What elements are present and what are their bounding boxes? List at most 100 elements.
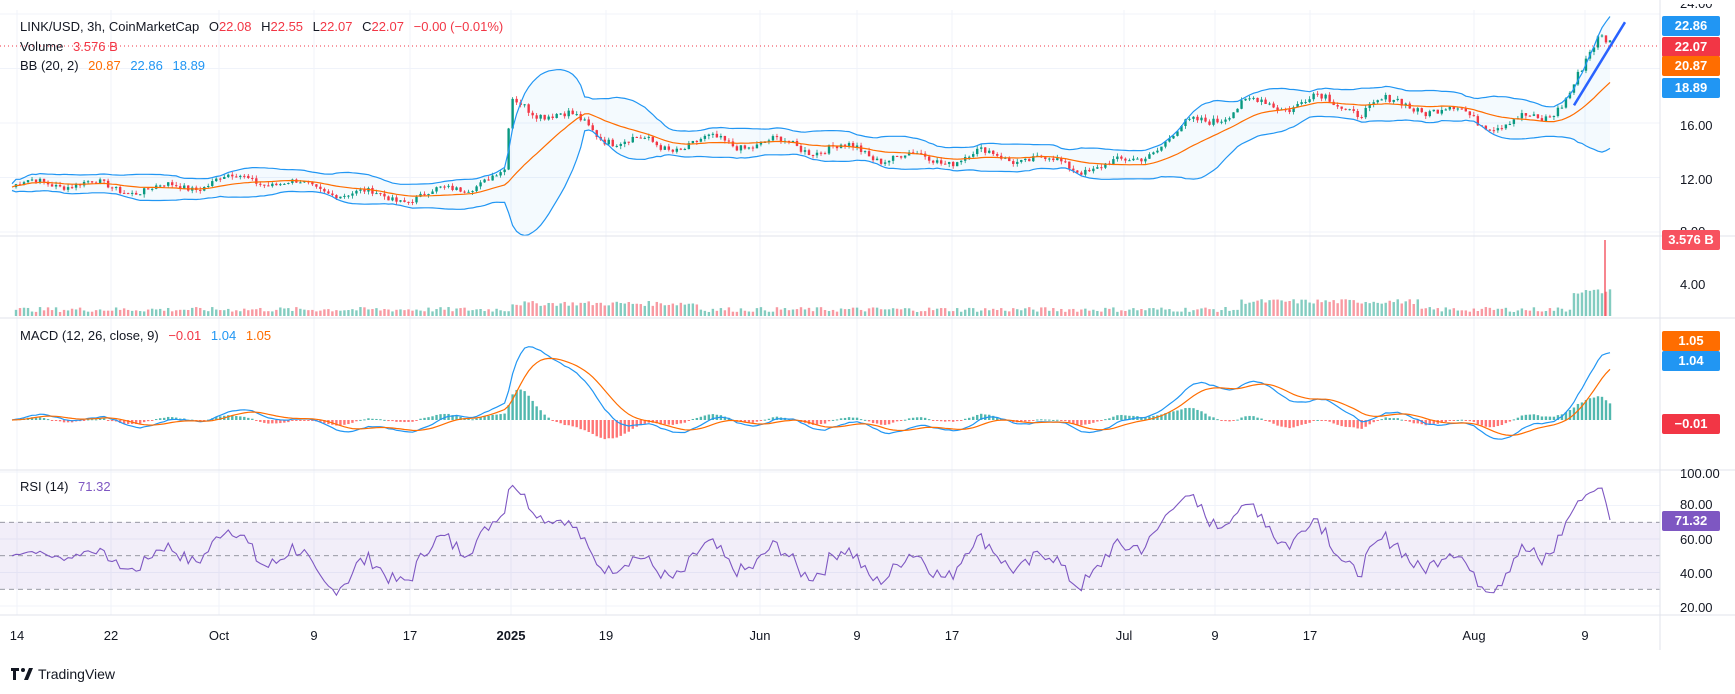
volume-bar	[1560, 308, 1564, 316]
candle-body	[691, 140, 695, 144]
volume-bar	[703, 310, 707, 316]
candle-body	[1092, 168, 1095, 172]
candle-body	[1420, 108, 1423, 113]
volume-bar	[907, 308, 911, 316]
volume-bar	[1024, 308, 1027, 316]
macd-hist-bar	[675, 420, 679, 425]
volume-bar	[150, 308, 154, 316]
macd-hist-bar	[667, 420, 671, 425]
volume-bar	[1464, 310, 1468, 316]
volume-bar	[463, 307, 466, 316]
candle-body	[26, 180, 30, 183]
macd-hist-bar	[1188, 407, 1191, 420]
volume-bar	[411, 310, 414, 316]
volume-bar	[1448, 309, 1451, 316]
volume-bar	[18, 308, 22, 316]
macd-hist-bar	[1124, 415, 1127, 420]
macd-hist-bar	[839, 418, 843, 420]
macd-hist-bar	[759, 420, 763, 421]
price-legend: LINK/USD, 3h, CoinMarketCap O22.08 H22.5…	[20, 19, 509, 35]
volume-bar	[259, 307, 262, 316]
candle-body	[90, 181, 94, 183]
macd-hist-bar	[1508, 420, 1512, 422]
macd-hist-bar	[955, 420, 959, 422]
macd-hist-bar	[1224, 420, 1227, 422]
volume-bar	[475, 309, 478, 316]
macd-hist-bar	[146, 420, 150, 422]
macd-hist-bar	[487, 415, 490, 420]
macd-hist-bar	[263, 420, 266, 423]
macd-hist-bar	[743, 420, 747, 423]
macd-hist-bar	[1048, 419, 1051, 421]
macd-hist-bar	[1108, 418, 1111, 420]
macd-value: 1.04	[210, 328, 237, 343]
candle-body	[567, 110, 570, 117]
volume-bar	[1104, 307, 1107, 316]
candle-body	[251, 178, 254, 180]
candle-body	[102, 179, 106, 181]
candle-body	[791, 141, 795, 143]
candle-body	[1212, 118, 1215, 125]
volume-bar	[555, 305, 558, 316]
candle-body	[1456, 108, 1460, 110]
macd-hist-bar	[1484, 420, 1488, 427]
macd-hist-bar	[1352, 420, 1355, 428]
volume-bar	[1124, 310, 1127, 316]
macd-hist-bar	[307, 420, 310, 421]
volume-bar	[339, 310, 342, 316]
volume-bar	[1468, 311, 1472, 316]
rsi-tick-40: 40.00	[1680, 566, 1713, 581]
volume-bar	[675, 305, 679, 316]
volume-bar	[1044, 307, 1047, 316]
macd-hist-bar	[1368, 420, 1371, 425]
candle-body	[531, 112, 534, 116]
candle-body	[1336, 105, 1339, 107]
bb-upper-value: 22.86	[130, 58, 163, 73]
candle-body	[1196, 116, 1199, 121]
macd-hist-bar	[699, 416, 703, 420]
candle-body	[539, 114, 542, 119]
macd-hist-bar	[1604, 400, 1608, 420]
volume-bar	[235, 310, 238, 316]
volume-bar	[1008, 311, 1011, 316]
volume-bar	[110, 310, 114, 316]
tradingview-brand[interactable]: TradingView	[10, 666, 115, 682]
macd-hist-bar	[1524, 414, 1528, 420]
macd-hist-bar	[363, 419, 366, 421]
macd-hist-bar	[1028, 420, 1031, 422]
candle-body	[972, 154, 975, 157]
macd-hist-bar	[1360, 420, 1363, 429]
candle-body	[467, 191, 470, 193]
candle-body	[207, 185, 210, 188]
candle-body	[267, 185, 270, 187]
macd-hist-bar	[387, 420, 390, 422]
volume-bar	[1436, 308, 1439, 316]
candle-body	[1104, 163, 1107, 168]
symbol-label: LINK/USD, 3h, CoinMarketCap	[20, 19, 200, 34]
volume-bar	[763, 310, 767, 316]
volume-bar	[1132, 308, 1135, 316]
candle-body	[355, 190, 358, 194]
volume-bar	[759, 307, 763, 316]
candle-body	[1072, 168, 1075, 171]
volume-bar	[479, 309, 482, 316]
macd-hist-bar	[1176, 410, 1179, 420]
candle-body	[22, 182, 26, 185]
macd-hist-bar	[571, 420, 574, 427]
volume-bar	[835, 311, 839, 316]
candle-body	[162, 185, 166, 187]
macd-hist-bar	[755, 420, 759, 422]
candle-body	[1412, 108, 1415, 112]
macd-hist-bar	[695, 417, 699, 420]
candle-body	[171, 182, 174, 186]
candle-body	[315, 184, 318, 187]
candle-body	[1484, 125, 1488, 130]
volume-bar	[503, 311, 506, 316]
macd-hist-bar	[1216, 419, 1219, 421]
candle-body	[735, 146, 739, 151]
macd-hist-bar	[82, 420, 86, 421]
candle-body	[1324, 94, 1327, 99]
candle-body	[1080, 172, 1083, 175]
candle-body	[158, 185, 162, 187]
